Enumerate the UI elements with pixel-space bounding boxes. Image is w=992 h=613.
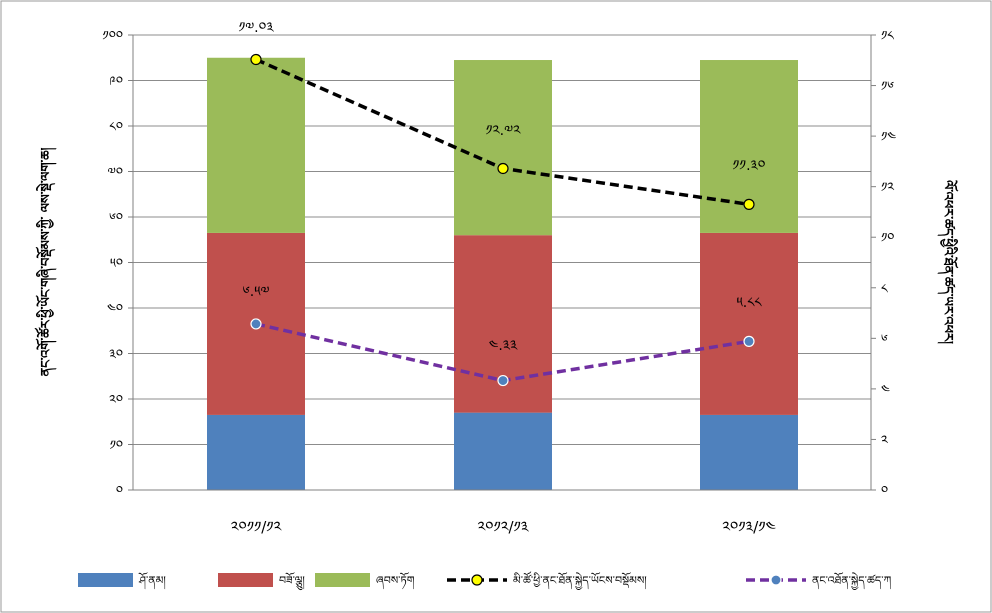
legend-label: བཟོ་ལྕུ། [279,572,305,591]
legend-marker [770,574,782,586]
right-tick-label: ༡༤ [881,130,896,145]
left-tick-label: ༤༠ [107,302,123,317]
legend-label: ནང་འཐོན་སྐྱེད་ཚད་ཀ [812,572,891,591]
legend: ཤོ་ནམ། བཟོ་ལྕུ། ཞབས་ཏོག མི་ཚོ་ཕྱི་ནང་ཐོན་སྐ… [78,571,891,591]
legend-marker [471,574,483,586]
bar-segment [454,412,552,490]
legend-label: ཤོ་ནམ། [138,572,166,590]
right-tick-label: ༡༠ [881,231,894,246]
bar-segment [207,414,305,490]
left-tick-label: ༣༠ [109,348,123,363]
series-point [743,335,755,347]
right-tick-label: ༡༨ [881,29,894,44]
data-labels: ༡༧.༠༣ ༡༢.༧༢ ༡༡.༣༠ ༦.༥༧ ༤.༣༣ ༥.༨༨ [238,20,765,354]
left-tick-label: ༡༠༠ [102,29,123,44]
left-axis-title: ནང་འགོ་ཚོར་ཕྱི་ཡོང་གཞི་བསྡོམས་ཀྱི་ ལས་སྡ… [34,148,57,377]
right-tick-label: ༡༢ [881,181,894,196]
x-tick-label: ༢༠༡༢/༡༣ [477,518,529,536]
left-tick-label: ༨༠ [109,120,123,135]
right-tick-label: ༦ [881,332,888,347]
x-tick-label: ༢༠༡༣/༡༤ [722,518,776,536]
data-label: ༡༡.༣༠ [733,158,766,174]
right-tick-label: ༤ [881,383,890,398]
data-label: ༥.༨༨ [737,295,763,311]
series-point [743,198,755,210]
legend-swatch [218,573,273,587]
data-label: ༡༢.༧༢ [486,123,521,139]
left-tick-label: ༡༠ [110,439,123,454]
legend-swatch [315,573,370,587]
right-tick-label: ༡༦ [881,80,894,95]
left-tick-label: ༧༠ [108,166,123,181]
series-lines [250,53,755,387]
right-tick-label: ༨ [881,282,888,297]
right-axis-title: ལོ་འཕར་ཚད་ཕྱིའི་ཐོན་ཚད་ཡར་འཕར། [937,180,959,344]
bars [207,57,798,490]
series-point [497,162,509,175]
right-tick-label: ༢ [881,433,888,448]
legend-label: མི་ཚོ་ཕྱི་ནང་ཐོན་སྐྱེད་ཡོངས་བསྡོམས། [513,571,647,591]
data-label: ༦.༥༧ [243,284,270,300]
bar-segment [207,57,305,233]
series-point [250,53,262,66]
bar-segment [700,232,798,415]
left-tick-label: ༦༠ [109,211,123,226]
left-tick-label: ༩༠ [109,75,123,90]
data-label: ༤.༣༣ [489,338,518,354]
legend-label: ཞབས་ཏོག [376,572,415,590]
x-tick-label: ༢༠༡༡/༡༢ [231,518,283,536]
axes: ༠ ༡༠ ༢༠ ༣༠ ༤༠ ༥༠ ༦༠ ༧༠ ༨༠ ༩༠ ༡༠༠ ༠ ༢ ༤ ༦ ༨ ༡༠ ༡༢ ༡༤ ༡༦ ༡༨ ༢༠༡… [102,29,896,536]
right-tick-label: ༠ [881,484,888,499]
left-tick-label: ༥༠ [110,257,123,272]
left-tick-label: ༢༠ [109,393,123,408]
legend-swatch [78,573,133,587]
bar-segment [454,60,552,236]
bar-segment [700,414,798,490]
data-label: ༡༧.༠༣ [238,20,274,36]
left-tick-label: ༠ [116,484,123,499]
axis-labels: ནང་འགོ་ཚོར་ཕྱི་ཡོང་གཞི་བསྡོམས་ཀྱི་ ལས་སྡ… [34,148,959,377]
series-point [497,374,509,387]
series-point [250,318,262,330]
